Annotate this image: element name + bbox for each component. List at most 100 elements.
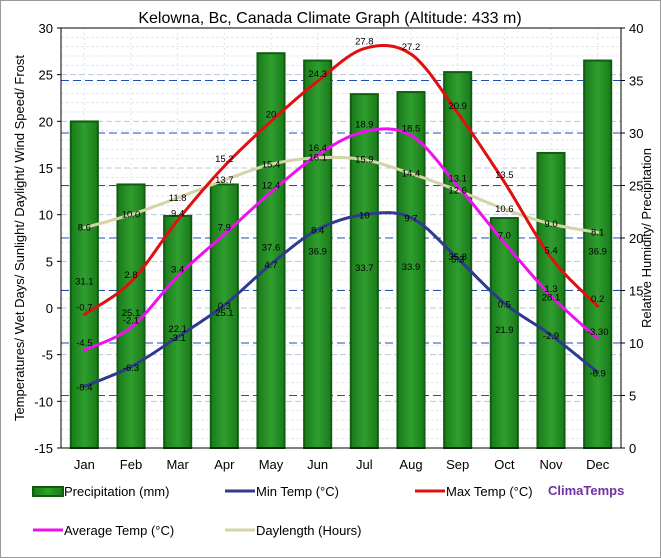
x-tick-label: Apr <box>214 457 235 472</box>
legend-swatch <box>32 486 64 497</box>
data-label: 27.8 <box>355 37 374 48</box>
series-line-max-temp-c <box>82 43 600 317</box>
data-label: 13.5 <box>495 170 514 181</box>
data-labels: 31.1 25.1 22.1 25.1 37.6 36.9 33.7 33.9 35.8 21.9… <box>75 37 608 394</box>
precipitation-bar <box>396 91 426 450</box>
data-label: 8.1 <box>591 227 604 238</box>
y-axis-right-label: Relative Humidity/ Precipitation <box>639 148 654 328</box>
x-tick-label: Mar <box>166 457 189 472</box>
data-label: -4.5 <box>76 338 92 349</box>
x-tick-label: Jan <box>74 457 95 472</box>
x-tick-label: Aug <box>399 457 422 472</box>
data-label: 25.1 <box>122 308 141 319</box>
data-label: 37.6 <box>262 243 281 254</box>
data-label: 22.1 <box>168 324 187 335</box>
precipitation-bars <box>69 52 613 450</box>
legend-item: Max Temp (°C) <box>415 484 533 499</box>
x-tick-label: Dec <box>586 457 610 472</box>
data-label: 20 <box>266 109 277 120</box>
y-right-tick-label: 20 <box>629 231 643 246</box>
data-label: 21.9 <box>495 325 514 336</box>
brand-label: ClimaTemps <box>548 483 624 498</box>
precipitation-bar <box>489 217 519 449</box>
data-label: 9.4 <box>171 208 184 219</box>
data-label: 18.5 <box>402 123 421 134</box>
data-label: 0.3 <box>218 301 231 312</box>
y-left-tick-label: 25 <box>39 68 53 83</box>
data-label: 28.1 <box>542 292 561 303</box>
data-label: 8.6 <box>78 223 91 234</box>
data-label: 36.9 <box>588 246 607 257</box>
y-left-tick-label: 5 <box>46 254 53 269</box>
chart-title: Kelowna, Bc, Canada Climate Graph (Altit… <box>138 10 521 27</box>
data-label: 12.6 <box>448 185 467 196</box>
legend-label: Average Temp (°C) <box>64 523 174 538</box>
legend-label: Max Temp (°C) <box>446 484 533 499</box>
y-right-tick-label: 5 <box>629 389 636 404</box>
data-label: -0.7 <box>76 303 92 314</box>
precipitation-bar <box>349 93 379 450</box>
data-label: -3.1 <box>169 333 185 344</box>
data-label: 10.6 <box>495 204 514 215</box>
y-right-tick-label: 15 <box>629 284 643 299</box>
x-tick-label: Feb <box>120 457 142 472</box>
data-label: 27.2 <box>402 42 421 53</box>
data-label: 10.0 <box>122 210 141 221</box>
series-line-average-temp-c <box>82 127 600 352</box>
data-label: -8.4 <box>76 382 92 393</box>
data-label: 9.7 <box>404 213 417 224</box>
precipitation-bar <box>583 59 613 450</box>
data-label: -6.3 <box>123 363 139 374</box>
data-label: 36.9 <box>308 246 327 257</box>
data-label: 16.4 <box>308 143 327 154</box>
data-label: 35.8 <box>448 252 467 263</box>
series-lines <box>82 43 600 388</box>
data-label: 10 <box>359 211 370 222</box>
y-left-tick-label: -10 <box>34 394 53 409</box>
series-line-daylength-hours <box>82 155 600 234</box>
y-right-tick-label: 0 <box>629 441 636 456</box>
data-label: 2.8 <box>124 270 137 281</box>
data-label: -2.9 <box>543 331 559 342</box>
axes: -15 -10 -5 0 5 10 15 20 25 30 0 5 10 15 20 25 30 35 40 Jan F… <box>34 21 643 472</box>
data-label: 11.8 <box>169 193 187 204</box>
y-left-tick-label: 10 <box>39 208 53 223</box>
legend-item: Daylength (Hours) <box>225 523 362 538</box>
x-tick-label: Nov <box>539 457 563 472</box>
x-tick-label: Jul <box>356 457 373 472</box>
data-label: 12.4 <box>262 180 281 191</box>
precipitation-bar <box>69 120 99 449</box>
data-label: 7.9 <box>218 222 231 233</box>
x-tick-label: May <box>259 457 284 472</box>
y-left-tick-label: 15 <box>39 161 53 176</box>
y-right-tick-label: 25 <box>629 179 643 194</box>
legend-label: Precipitation (mm) <box>64 484 169 499</box>
precipitation-bar <box>303 59 333 450</box>
legend-item: Min Temp (°C) <box>225 484 339 499</box>
data-label: 25.1 <box>215 308 234 319</box>
data-label: -2.1 <box>123 316 139 327</box>
y-left-tick-label: 0 <box>46 301 53 316</box>
series-line-min-temp-c <box>82 211 600 388</box>
data-label: 9.0 <box>544 219 557 230</box>
data-label: 8.4 <box>311 226 324 237</box>
legend-item: Precipitation (mm) <box>32 484 169 499</box>
y-right-tick-label: 30 <box>629 126 643 141</box>
data-label: 33.9 <box>402 262 421 273</box>
data-label: 13.7 <box>215 175 234 186</box>
x-tick-label: Jun <box>307 457 328 472</box>
data-label: 1.3 <box>544 284 557 295</box>
data-label: 0.5 <box>498 299 511 310</box>
y-right-tick-label: 35 <box>629 74 643 89</box>
data-label: 13.1 <box>448 174 467 185</box>
x-tick-label: Sep <box>446 457 469 472</box>
y-left-tick-label: -15 <box>34 441 53 456</box>
data-label: 5.4 <box>544 246 557 257</box>
data-label: 5.3 <box>451 255 464 266</box>
y-left-tick-label: 20 <box>39 114 53 129</box>
y-right-tick-label: 10 <box>629 336 643 351</box>
y-right-tick-label: 40 <box>629 21 643 36</box>
data-label: 15.2 <box>215 154 234 165</box>
precipitation-bar <box>256 52 286 449</box>
